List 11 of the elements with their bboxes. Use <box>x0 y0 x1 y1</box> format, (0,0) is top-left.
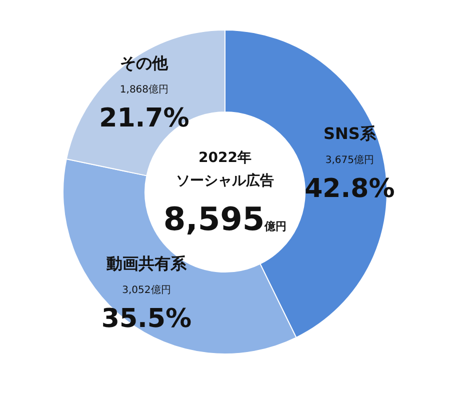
slice-label: 動画共有系 <box>105 254 188 274</box>
data-label: 3,052億円 <box>122 284 171 296</box>
slice-label: SNS系 <box>323 124 377 144</box>
text: ソーシャル広告 <box>176 172 274 189</box>
text: 35.5% <box>101 304 192 334</box>
slice-label: その他 <box>120 54 170 73</box>
data-label: 3,675億円 <box>325 154 374 166</box>
text: 21.7% <box>99 104 190 134</box>
data-label: 1,868億円 <box>120 84 169 96</box>
text: 2022年 <box>198 150 252 166</box>
text: 8,595億円 <box>163 200 287 238</box>
